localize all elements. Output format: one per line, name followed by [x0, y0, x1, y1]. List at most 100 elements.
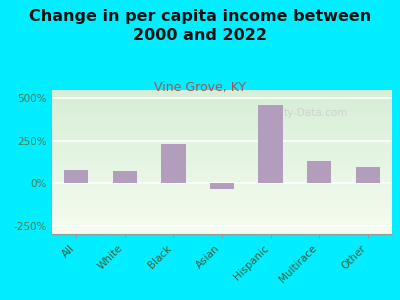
Bar: [52, 181, 392, 182]
Bar: [52, 214, 392, 215]
Bar: [52, 110, 392, 112]
Bar: [52, 92, 392, 93]
Bar: [307, 161, 331, 183]
Bar: [52, 194, 392, 195]
Bar: [52, 207, 392, 208]
Bar: [52, 223, 392, 224]
Bar: [52, 112, 392, 113]
Bar: [113, 171, 137, 183]
Text: Change in per capita income between
2000 and 2022: Change in per capita income between 2000…: [29, 9, 371, 43]
Bar: [52, 103, 392, 104]
Bar: [52, 209, 392, 211]
Bar: [356, 167, 380, 183]
Text: Vine Grove, KY: Vine Grove, KY: [154, 81, 246, 94]
Bar: [52, 116, 392, 117]
Bar: [52, 156, 392, 158]
Bar: [52, 221, 392, 223]
Bar: [52, 146, 392, 148]
Bar: [52, 100, 392, 101]
Bar: [52, 123, 392, 124]
Bar: [52, 135, 392, 136]
Bar: [52, 126, 392, 128]
Bar: [52, 162, 392, 164]
Bar: [52, 104, 392, 106]
Bar: [52, 132, 392, 133]
Bar: [52, 120, 392, 122]
Bar: [52, 172, 392, 173]
Bar: [52, 208, 392, 209]
Bar: [52, 228, 392, 230]
Bar: [52, 149, 392, 151]
Bar: [52, 107, 392, 109]
Bar: [52, 217, 392, 218]
Bar: [52, 90, 392, 92]
Bar: [52, 178, 392, 179]
Bar: [52, 211, 392, 212]
Bar: [52, 139, 392, 140]
Bar: [52, 122, 392, 123]
Bar: [52, 191, 392, 192]
Bar: [52, 232, 392, 234]
Bar: [52, 99, 392, 100]
Bar: [52, 202, 392, 204]
Bar: [52, 151, 392, 152]
Bar: [52, 155, 392, 156]
Bar: [52, 182, 392, 184]
Bar: [52, 160, 392, 162]
Bar: [52, 189, 392, 191]
Bar: [52, 173, 392, 175]
Bar: [52, 187, 392, 188]
Bar: [52, 159, 392, 160]
Bar: [52, 215, 392, 217]
Bar: [52, 225, 392, 227]
Bar: [52, 153, 392, 155]
Bar: [52, 115, 392, 116]
Bar: [52, 101, 392, 103]
Bar: [210, 183, 234, 189]
Bar: [52, 200, 392, 201]
Bar: [52, 169, 392, 171]
Bar: [52, 171, 392, 172]
Bar: [52, 165, 392, 166]
Bar: [52, 218, 392, 220]
Bar: [52, 201, 392, 202]
Bar: [52, 142, 392, 143]
Bar: [52, 198, 392, 200]
Bar: [52, 119, 392, 120]
Bar: [52, 231, 392, 232]
Bar: [52, 205, 392, 207]
Bar: [52, 175, 392, 176]
Bar: [52, 168, 392, 169]
Bar: [52, 124, 392, 126]
Bar: [161, 144, 186, 183]
Text: ty-Data.com: ty-Data.com: [283, 108, 348, 118]
Bar: [52, 106, 392, 107]
Bar: [258, 105, 283, 183]
Bar: [52, 143, 392, 145]
Bar: [52, 220, 392, 221]
Bar: [52, 145, 392, 146]
Bar: [52, 133, 392, 135]
Bar: [52, 137, 392, 139]
Bar: [52, 179, 392, 181]
Bar: [52, 128, 392, 129]
Bar: [52, 97, 392, 99]
Bar: [52, 212, 392, 214]
Bar: [52, 140, 392, 142]
Bar: [52, 158, 392, 159]
Bar: [52, 195, 392, 196]
Bar: [52, 192, 392, 194]
Bar: [52, 94, 392, 96]
Bar: [52, 129, 392, 130]
Bar: [52, 176, 392, 178]
Bar: [52, 152, 392, 153]
Bar: [52, 204, 392, 205]
Bar: [52, 196, 392, 198]
Bar: [52, 96, 392, 97]
Bar: [52, 184, 392, 185]
Bar: [64, 170, 88, 183]
Bar: [52, 230, 392, 231]
Bar: [52, 109, 392, 110]
Bar: [52, 148, 392, 149]
Bar: [52, 185, 392, 187]
